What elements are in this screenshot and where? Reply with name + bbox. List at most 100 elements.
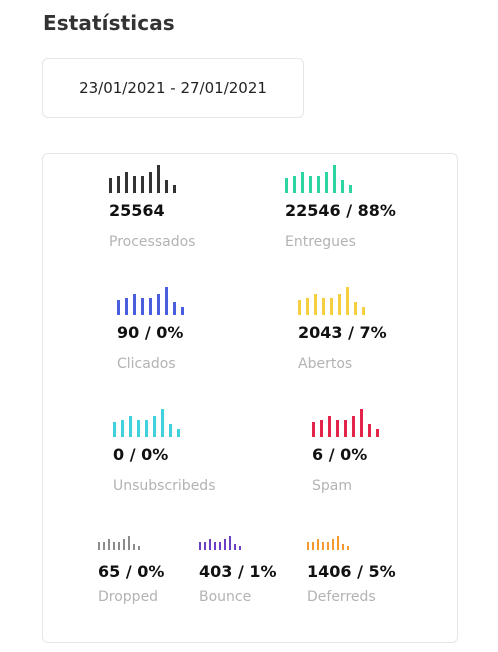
sparkline-bar <box>314 294 317 315</box>
stats-card: 25564 Processados 22546 / 88% Entregues … <box>42 153 458 643</box>
sparkline-unsubscribeds <box>113 409 180 437</box>
stat-entregues-value: 22546 / 88% <box>285 201 396 220</box>
sparkline-bar <box>368 424 371 437</box>
sparkline-bar <box>98 542 100 550</box>
stat-dropped: 65 / 0% Dropped <box>98 536 164 605</box>
sparkline-bar <box>121 420 124 437</box>
sparkline-bar <box>138 546 140 550</box>
sparkline-bar <box>133 176 136 193</box>
sparkline-clicados <box>117 287 184 315</box>
sparkline-bar <box>133 544 135 550</box>
sparkline-bar <box>307 542 309 550</box>
sparkline-bar <box>165 287 168 315</box>
sparkline-bar <box>103 542 105 550</box>
sparkline-bar <box>118 542 120 550</box>
stat-spam-value: 6 / 0% <box>312 445 368 464</box>
sparkline-bar <box>157 294 160 315</box>
sparkline-bar <box>336 420 339 437</box>
sparkline-bar <box>325 172 328 193</box>
sparkline-bar <box>352 416 355 437</box>
sparkline-bar <box>117 176 120 193</box>
sparkline-bar <box>113 422 116 437</box>
sparkline-bar <box>224 539 226 550</box>
stat-unsubscribeds: 0 / 0% Unsubscribeds <box>113 409 216 494</box>
sparkline-bar <box>293 176 296 193</box>
sparkline-bar <box>342 544 344 550</box>
sparkline-bar <box>301 172 304 193</box>
stat-clicados-label: Clicados <box>117 356 176 372</box>
sparkline-bar <box>376 429 379 437</box>
sparkline-bar <box>327 542 329 550</box>
sparkline-bar <box>161 409 164 437</box>
stat-processados-value: 25564 <box>109 201 165 220</box>
sparkline-bar <box>204 542 206 550</box>
sparkline-bar <box>338 294 341 315</box>
sparkline-bar <box>141 298 144 315</box>
sparkline-bar <box>298 300 301 315</box>
sparkline-bar <box>234 544 236 550</box>
sparkline-bar <box>312 542 314 550</box>
sparkline-bar <box>145 420 148 437</box>
stat-bounce-label: Bounce <box>199 589 252 605</box>
sparkline-bar <box>109 178 112 193</box>
stat-entregues-label: Entregues <box>285 234 356 250</box>
sparkline-bar <box>153 416 156 437</box>
sparkline-spam <box>312 409 379 437</box>
sparkline-bar <box>219 542 221 550</box>
sparkline-bar <box>322 542 324 550</box>
stat-bounce: 403 / 1% Bounce <box>199 536 277 605</box>
stat-bounce-value: 403 / 1% <box>199 562 277 581</box>
stat-processados-label: Processados <box>109 234 196 250</box>
stat-dropped-value: 65 / 0% <box>98 562 165 581</box>
sparkline-bar <box>117 300 120 315</box>
sparkline-bar <box>322 298 325 315</box>
sparkline-bar <box>285 178 288 193</box>
sparkline-bar <box>113 542 115 550</box>
sparkline-bar <box>341 180 344 193</box>
sparkline-bar <box>209 539 211 550</box>
stat-spam: 6 / 0% Spam <box>312 409 392 494</box>
sparkline-bar <box>354 302 357 315</box>
sparkline-entregues <box>285 165 352 193</box>
stat-clicados-value: 90 / 0% <box>117 323 184 342</box>
sparkline-bar <box>169 424 172 437</box>
sparkline-deferreds <box>307 536 349 550</box>
sparkline-bar <box>229 536 231 550</box>
sparkline-bar <box>312 422 315 437</box>
stat-abertos-value: 2043 / 7% <box>298 323 387 342</box>
sparkline-bar <box>347 546 349 550</box>
sparkline-bar <box>328 416 331 437</box>
sparkline-dropped <box>98 536 140 550</box>
sparkline-bar <box>360 409 363 437</box>
sparkline-bar <box>128 536 130 550</box>
sparkline-bar <box>330 298 333 315</box>
sparkline-bar <box>133 294 136 315</box>
sparkline-bar <box>125 172 128 193</box>
sparkline-bar <box>108 539 110 550</box>
sparkline-bar <box>349 185 352 193</box>
sparkline-bar <box>165 180 168 193</box>
sparkline-bar <box>317 176 320 193</box>
stat-dropped-label: Dropped <box>98 589 159 605</box>
sparkline-bar <box>173 185 176 193</box>
stat-deferreds: 1406 / 5% Deferreds <box>307 536 396 605</box>
stat-processados: 25564 Processados <box>109 165 195 250</box>
stat-deferreds-label: Deferreds <box>307 589 376 605</box>
sparkline-bar <box>337 536 339 550</box>
date-range-picker[interactable]: 23/01/2021 - 27/01/2021 <box>42 58 304 118</box>
stat-deferreds-value: 1406 / 5% <box>307 562 396 581</box>
sparkline-bar <box>177 429 180 437</box>
sparkline-bar <box>123 539 125 550</box>
sparkline-bar <box>362 307 365 315</box>
sparkline-bar <box>137 420 140 437</box>
sparkline-bar <box>157 165 160 193</box>
sparkline-bar <box>149 172 152 193</box>
sparkline-bar <box>320 420 323 437</box>
sparkline-bar <box>306 298 309 315</box>
stat-clicados: 90 / 0% Clicados <box>117 287 197 372</box>
sparkline-processados <box>109 165 176 193</box>
stat-abertos-label: Abertos <box>298 356 353 372</box>
sparkline-bar <box>141 176 144 193</box>
sparkline-bar <box>214 542 216 550</box>
sparkline-bar <box>332 539 334 550</box>
